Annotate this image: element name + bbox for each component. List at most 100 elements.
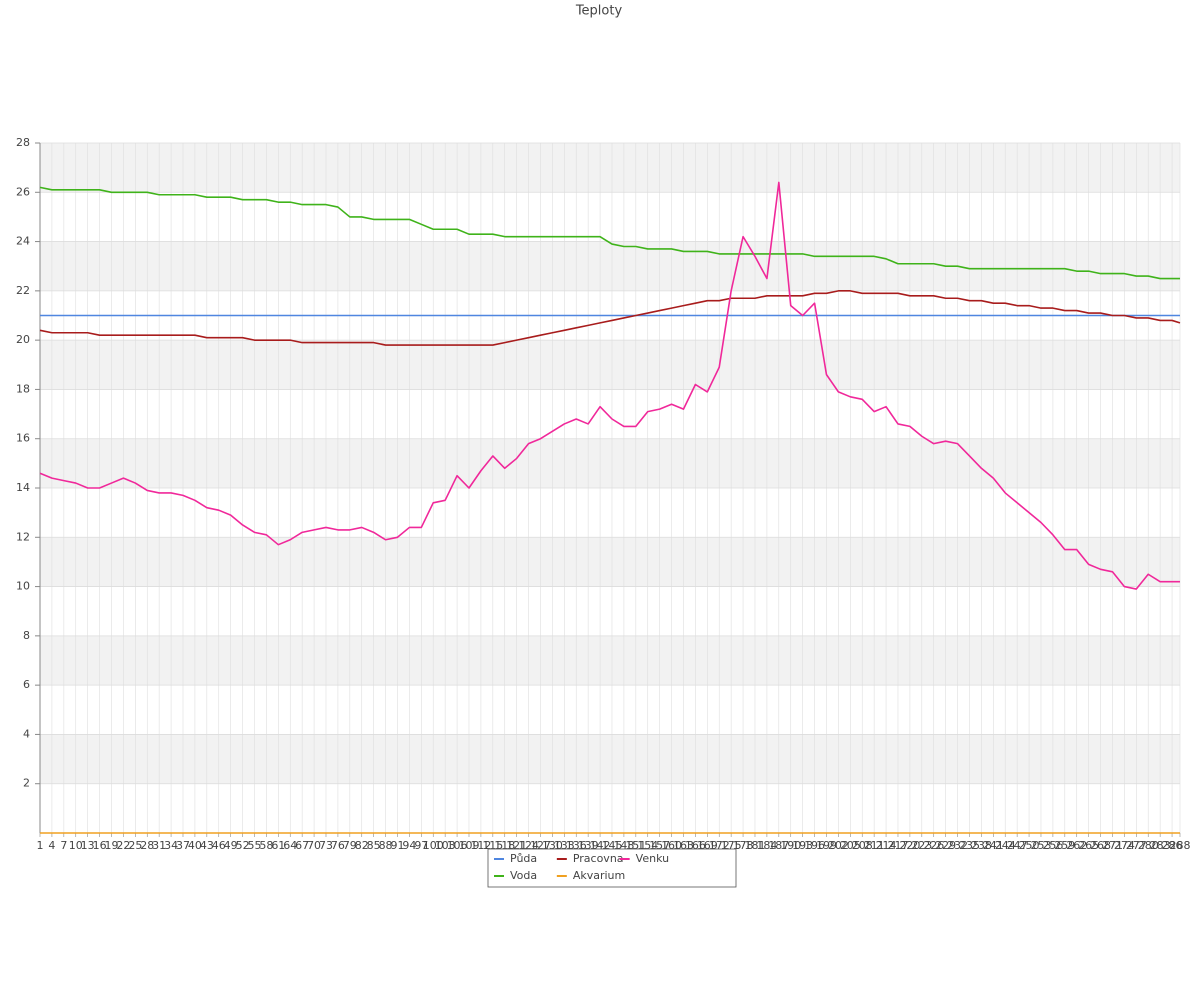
x-tick-label: 22	[116, 839, 130, 852]
x-tick-label: 244	[995, 839, 1016, 852]
x-tick-label: 7	[60, 839, 67, 852]
x-tick-label: 268	[1090, 839, 1111, 852]
legend-label: Venku	[636, 852, 669, 865]
x-tick-label: 88	[379, 839, 393, 852]
grid-band	[40, 143, 1180, 193]
x-tick-label: 265	[1078, 839, 1099, 852]
x-tick-label: 94	[402, 839, 416, 852]
x-tick-label: 1	[37, 839, 44, 852]
legend-label: Pracovna	[573, 852, 624, 865]
x-tick-label: 181	[744, 839, 765, 852]
x-tick-label: 220	[899, 839, 920, 852]
x-tick-label: 253	[1030, 839, 1051, 852]
grid-band	[40, 241, 1180, 291]
y-tick-label: 14	[16, 481, 30, 494]
y-tick-label: 18	[16, 382, 30, 395]
x-tick-label: 283	[1150, 839, 1171, 852]
x-tick-label: 97	[414, 839, 428, 852]
x-tick-label: 288	[1170, 839, 1191, 852]
x-tick-label: 25	[128, 839, 142, 852]
x-tick-label: 214	[876, 839, 897, 852]
x-tick-label: 67	[295, 839, 309, 852]
x-tick-label: 109	[458, 839, 479, 852]
x-tick-label: 91	[390, 839, 404, 852]
x-tick-label: 76	[331, 839, 345, 852]
x-tick-label: 52	[236, 839, 250, 852]
y-tick-label: 20	[16, 333, 30, 346]
x-tick-label: 178	[733, 839, 754, 852]
x-tick-label: 223	[911, 839, 932, 852]
legend-label: Půda	[510, 852, 537, 865]
x-tick-label: 190	[780, 839, 801, 852]
series-line	[39, 186, 1180, 280]
x-tick-label: 247	[1007, 839, 1028, 852]
y-tick-label: 12	[16, 530, 30, 543]
x-tick-label: 271	[1102, 839, 1123, 852]
x-tick-label: 82	[355, 839, 369, 852]
x-tick-label: 40	[188, 839, 202, 852]
x-tick-label: 31	[152, 839, 166, 852]
x-tick-label: 262	[1066, 839, 1087, 852]
x-tick-label: 34	[164, 839, 178, 852]
x-tick-label: 46	[212, 839, 226, 852]
y-tick-label: 10	[16, 580, 30, 593]
x-tick-label: 211	[864, 839, 885, 852]
x-tick-label: 64	[283, 839, 297, 852]
x-tick-label: 19	[104, 839, 118, 852]
x-tick-label: 49	[224, 839, 238, 852]
x-tick-label: 193	[792, 839, 813, 852]
y-tick-label: 24	[16, 235, 30, 248]
x-tick-label: 70	[307, 839, 321, 852]
y-tick-label: 4	[23, 727, 30, 740]
y-tick-label: 16	[16, 432, 30, 445]
x-tick-label: 280	[1138, 839, 1159, 852]
x-tick-label: 202	[828, 839, 849, 852]
x-tick-label: 250	[1019, 839, 1040, 852]
x-tick-label: 241	[983, 839, 1004, 852]
x-tick-label: 226	[923, 839, 944, 852]
x-tick-label: 43	[200, 839, 214, 852]
x-tick-label: 217	[887, 839, 908, 852]
grid-band	[40, 635, 1180, 686]
x-tick-label: 16	[93, 839, 107, 852]
x-tick-label: 259	[1054, 839, 1075, 852]
x-tick-label: 4	[48, 839, 55, 852]
x-tick-label: 13	[81, 839, 95, 852]
x-tick-label: 208	[852, 839, 873, 852]
legend: Půda Voda Pracovna Akvarium Venku	[487, 848, 737, 888]
x-tick-label: 61	[271, 839, 285, 852]
x-tick-label: 73	[319, 839, 333, 852]
y-tick-label: 28	[16, 136, 30, 149]
x-tick-label: 277	[1126, 839, 1147, 852]
x-tick-label: 238	[971, 839, 992, 852]
x-tick-label: 106	[447, 839, 468, 852]
series-line	[39, 181, 1180, 590]
series-line	[39, 290, 1181, 346]
x-tick-label: 37	[176, 839, 190, 852]
x-tick-label: 187	[768, 839, 789, 852]
x-tick-label: 199	[816, 839, 837, 852]
legend-label: Akvarium	[573, 869, 625, 882]
legend-label: Voda	[510, 869, 537, 882]
x-tick-label: 256	[1042, 839, 1063, 852]
x-tick-label: 184	[756, 839, 777, 852]
x-tick-label: 10	[69, 839, 83, 852]
x-tick-label: 58	[259, 839, 273, 852]
x-tick-label: 112	[470, 839, 491, 852]
y-tick-label: 22	[16, 284, 30, 297]
chart-title: Teploty	[575, 4, 623, 19]
x-tick-label: 28	[140, 839, 154, 852]
x-tick-label: 274	[1114, 839, 1135, 852]
x-tick-label: 85	[367, 839, 381, 852]
x-tick-label: 235	[959, 839, 980, 852]
x-tick-label: 232	[947, 839, 968, 852]
grid-band	[40, 340, 1180, 390]
x-tick-label: 196	[804, 839, 825, 852]
legend-box	[487, 848, 737, 888]
grid-band	[40, 734, 1180, 784]
x-tick-label: 55	[247, 839, 261, 852]
grid-band	[40, 537, 1180, 587]
grid-band	[40, 438, 1180, 488]
